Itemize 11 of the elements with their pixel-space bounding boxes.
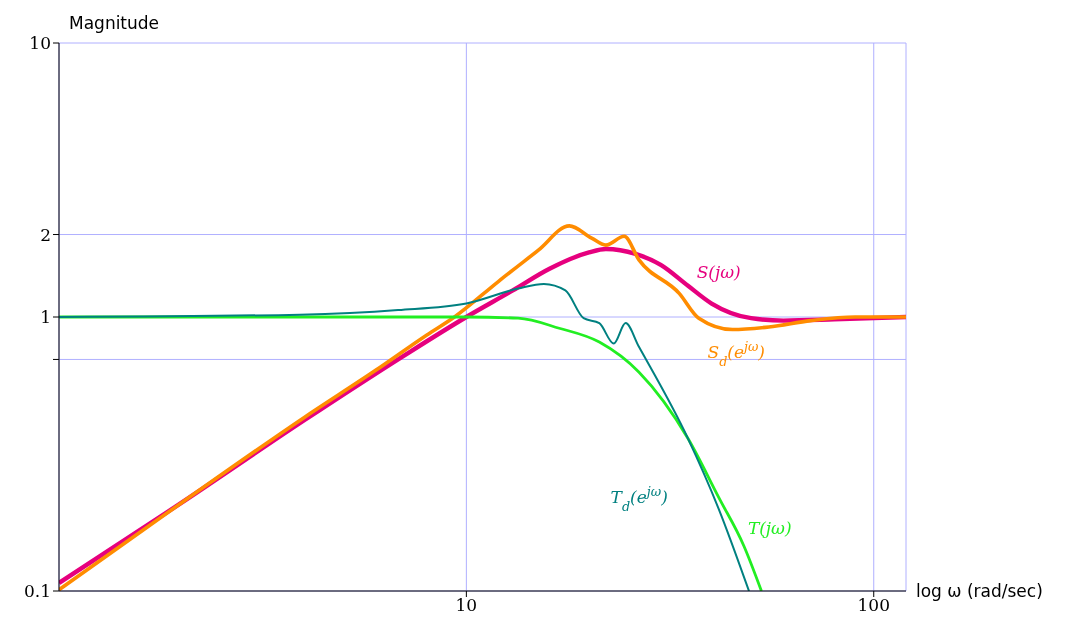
x-axis-title: log ω (rad/sec) — [916, 581, 1043, 601]
y-tick-label: 10 — [29, 33, 51, 54]
y-axis-title: Magnitude — [69, 13, 160, 33]
y-tick-label: 0.1 — [23, 581, 51, 602]
y-tick-label: 1 — [40, 307, 51, 328]
series-label: S$_{d}$(e$^{jω}$) — [707, 338, 765, 369]
series-label: T(jω) — [747, 517, 792, 538]
y-tick-label: 2 — [40, 224, 51, 245]
x-tick-label: 100 — [857, 595, 890, 616]
series-label: S(jω) — [696, 261, 741, 282]
text: T$_{d}$(e$^{jω}$) — [610, 483, 668, 514]
